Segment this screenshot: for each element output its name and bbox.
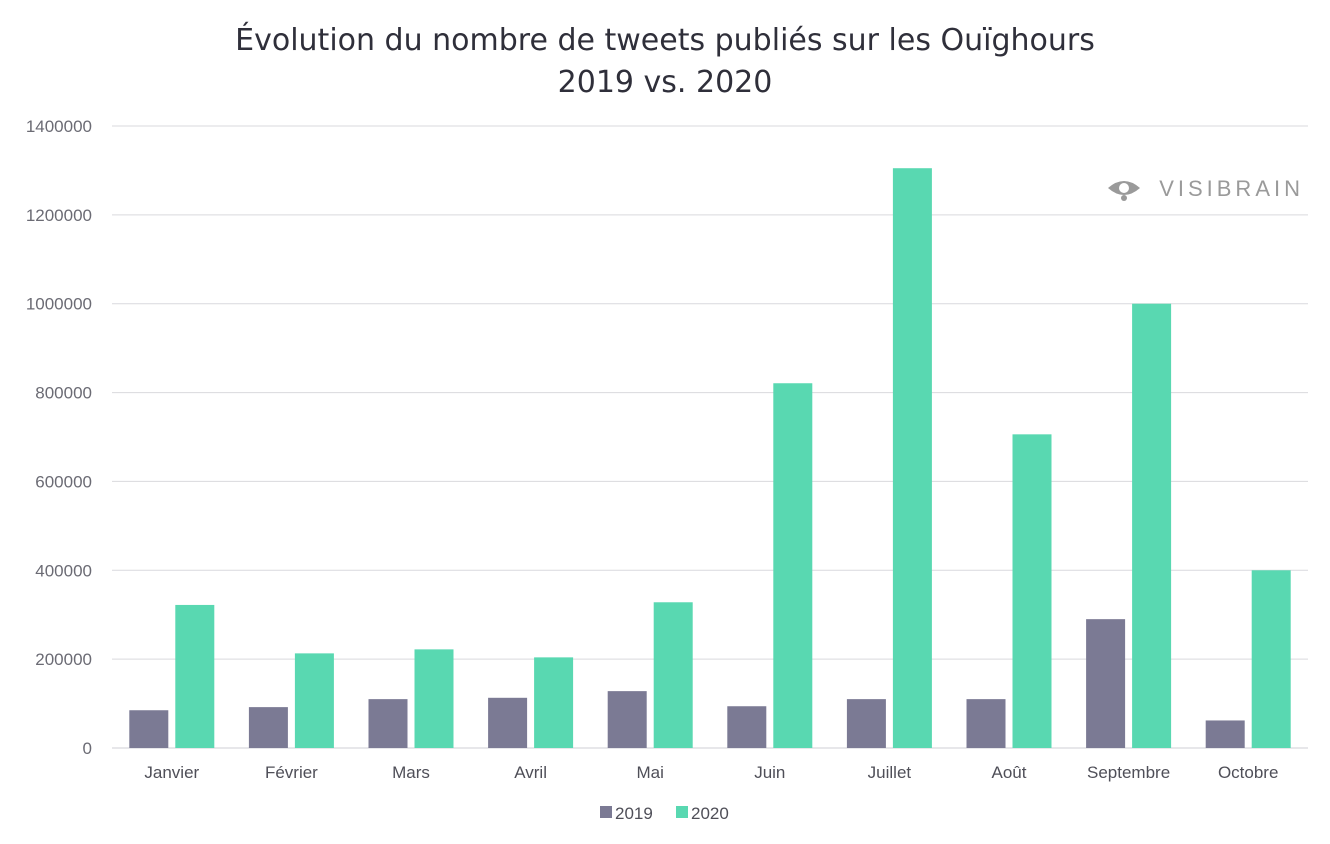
- bar-2020-septembre: [1132, 303, 1172, 748]
- bar-2019-février: [248, 707, 288, 748]
- y-tick-label: 1200000: [26, 206, 92, 225]
- brand-name: VISIBRAIN: [1159, 176, 1304, 201]
- x-tick-label: Janvier: [144, 763, 199, 782]
- y-tick-label: 1000000: [26, 295, 92, 314]
- x-tick-label: Octobre: [1218, 763, 1278, 782]
- bar-2020-mai: [653, 602, 693, 748]
- legend-label-2020: 2020: [691, 804, 729, 823]
- bar-2019-mars: [368, 699, 408, 748]
- bar-2020-janvier: [175, 604, 215, 748]
- x-tick-label: Septembre: [1087, 763, 1170, 782]
- bar-2020-mars: [414, 649, 454, 748]
- bar-2019-juin: [727, 706, 767, 748]
- y-tick-label: 600000: [35, 472, 92, 491]
- y-tick-label: 1400000: [26, 117, 92, 136]
- bar-2019-septembre: [1086, 619, 1126, 748]
- bar-2019-août: [966, 699, 1006, 748]
- x-tick-label: Février: [265, 763, 318, 782]
- x-axis-labels: Janvier Février Mars Avril Mai Juin Juillet Aoû…: [144, 763, 1278, 782]
- legend-swatch-2019: [600, 806, 612, 818]
- bar-2019-avril: [488, 697, 528, 748]
- bars: [129, 168, 1291, 748]
- bar-2020-octobre: [1251, 570, 1291, 748]
- x-tick-label: Juillet: [868, 763, 912, 782]
- bar-2019-octobre: [1205, 720, 1245, 748]
- legend-label-2019: 2019: [615, 804, 653, 823]
- y-tick-label: 800000: [35, 384, 92, 403]
- x-tick-label: Avril: [514, 763, 547, 782]
- bar-2019-mai: [607, 691, 647, 748]
- y-tick-label: 0: [83, 739, 92, 758]
- y-tick-label: 200000: [35, 650, 92, 669]
- y-axis-ticks: 0 200000 400000 600000 800000 1000000 1200000 1…: [26, 117, 92, 758]
- gridlines: [112, 125, 1308, 749]
- legend: 2019 2020: [600, 804, 729, 823]
- x-tick-label: Août: [992, 763, 1027, 782]
- chart-title: Évolution du nombre de tweets publiés su…: [235, 22, 1095, 58]
- bar-2020-juin: [773, 383, 813, 748]
- brand-logo: VISIBRAIN: [1108, 176, 1304, 201]
- x-tick-label: Mars: [392, 763, 430, 782]
- bar-2020-juillet: [892, 168, 932, 748]
- bar-2019-janvier: [129, 710, 169, 748]
- bar-2019-juillet: [846, 699, 886, 748]
- y-tick-label: 400000: [35, 561, 92, 580]
- x-tick-label: Mai: [636, 763, 663, 782]
- bar-2020-avril: [534, 657, 574, 748]
- x-tick-label: Juin: [754, 763, 785, 782]
- eye-icon: [1108, 181, 1140, 201]
- bar-2020-août: [1012, 434, 1052, 748]
- bar-2020-février: [294, 653, 334, 748]
- legend-swatch-2020: [676, 806, 688, 818]
- chart-subtitle: 2019 vs. 2020: [558, 65, 773, 100]
